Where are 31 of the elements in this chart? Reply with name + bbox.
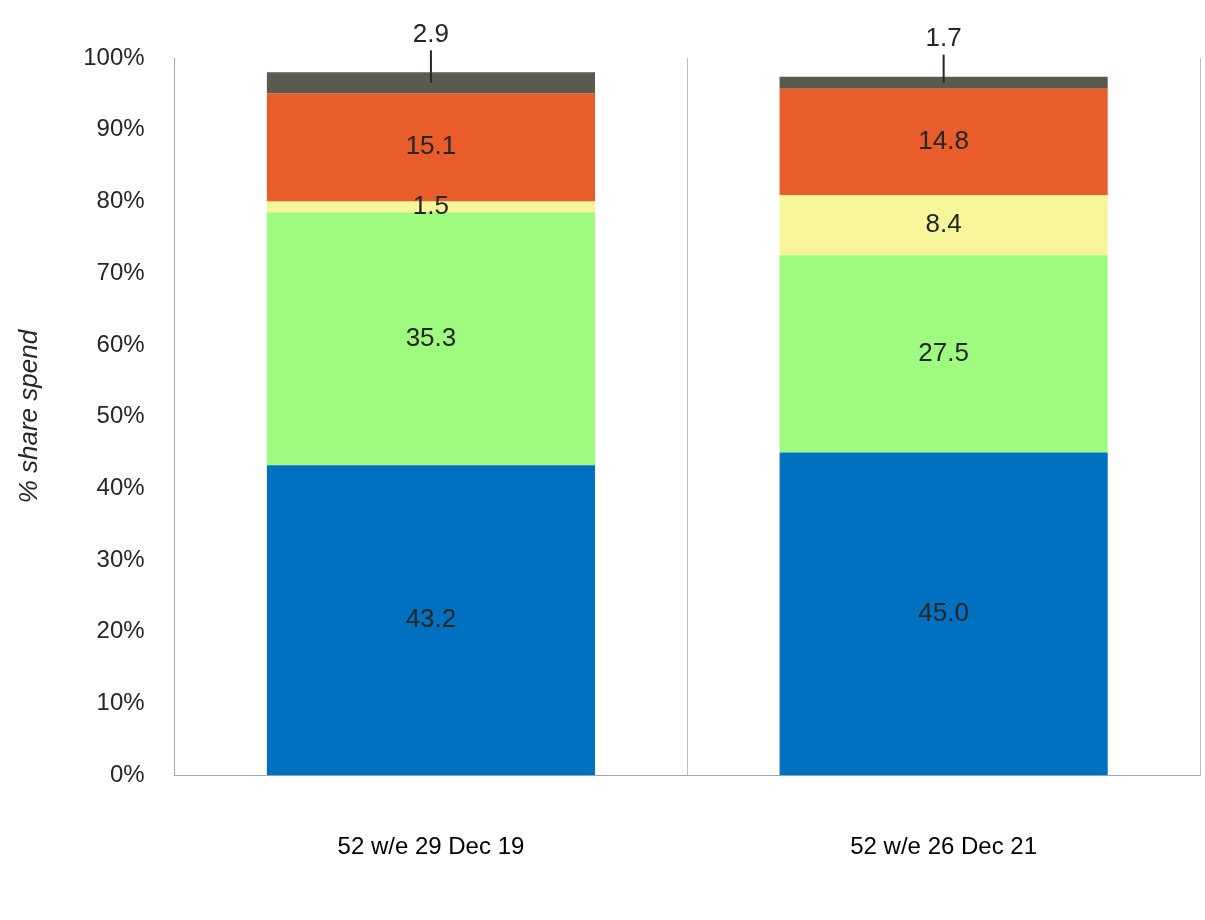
bar xyxy=(266,212,595,466)
y-tick-label: 90% xyxy=(96,114,145,142)
y-tick-label: 0% xyxy=(109,759,145,787)
data-label: 35.3 xyxy=(405,321,457,352)
y-axis-title: % share spend xyxy=(12,328,43,504)
data-label: 14.8 xyxy=(918,125,969,156)
data-label: 43.2 xyxy=(405,603,457,634)
data-label: 2.9 xyxy=(412,17,450,48)
x-tick-label: 52 w/e 26 Dec 21 xyxy=(850,832,1038,860)
data-label: 8.4 xyxy=(925,208,962,239)
data-label: 27.5 xyxy=(918,337,969,368)
y-tick-label: 20% xyxy=(96,616,145,644)
y-tick-label: 70% xyxy=(96,257,145,285)
data-label: 1.7 xyxy=(925,21,962,52)
y-tick-label: 10% xyxy=(96,688,145,716)
bar xyxy=(779,76,1108,89)
bar xyxy=(266,465,595,776)
bar xyxy=(779,88,1108,195)
bar xyxy=(779,194,1108,256)
bar xyxy=(266,72,595,94)
y-tick-label: 60% xyxy=(96,329,145,357)
y-tick-label: 30% xyxy=(96,544,145,572)
y-tick-label: 80% xyxy=(96,186,145,214)
data-label: 45.0 xyxy=(918,597,969,627)
y-tick-label: 100% xyxy=(83,42,145,70)
y-tick-label: 40% xyxy=(96,472,145,500)
bar xyxy=(779,255,1108,453)
data-label: 15.1 xyxy=(405,130,457,161)
y-tick-label: 50% xyxy=(96,401,145,429)
x-tick-label: 52 w/e 29 Dec 19 xyxy=(337,832,525,860)
bar xyxy=(779,452,1108,776)
